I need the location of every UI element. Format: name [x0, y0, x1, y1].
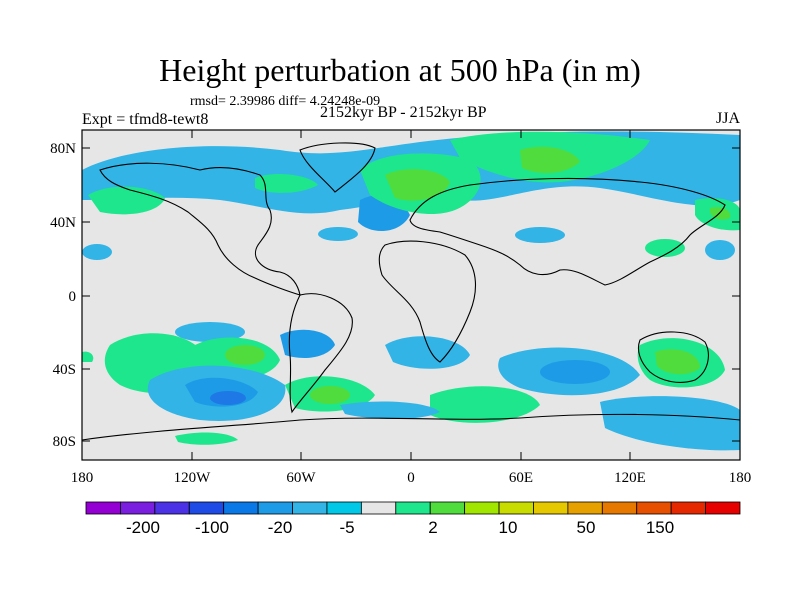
chart-title: Height perturbation at 500 hPa (in m): [159, 52, 641, 88]
anomaly-region: [175, 432, 238, 445]
lon-tick-label: 60E: [509, 470, 533, 486]
anomaly-region: [175, 322, 245, 342]
anomaly-region: [600, 396, 740, 451]
lon-tick-label: 180: [71, 470, 94, 486]
colorbar-swatch: [85, 501, 121, 515]
colorbar-label: 50: [577, 518, 596, 537]
lat-tick-label: 80N: [50, 141, 76, 157]
lat-tick-label: 40S: [53, 362, 76, 378]
coastline-greenland: [299, 142, 376, 193]
colorbar-swatch: [601, 501, 638, 515]
colorbar-swatch: [120, 501, 156, 515]
colorbar-label: 150: [646, 518, 674, 537]
lat-tick-label: 0: [69, 289, 77, 305]
anomaly-region: [82, 244, 112, 260]
lon-axis: 180 120W 60W 0 60E 120E 180: [71, 130, 752, 486]
anomaly-region: [318, 227, 358, 241]
colorbar-swatch: [360, 501, 397, 515]
anomaly-region: [520, 146, 580, 174]
colorbar-swatch: [705, 501, 741, 515]
anomaly-region: [225, 345, 265, 365]
anomaly-region: [655, 349, 700, 375]
anomaly-field: [82, 131, 740, 451]
coastline-australia: [637, 331, 709, 383]
anomaly-region: [515, 227, 565, 243]
colorbar-swatch: [292, 501, 328, 515]
anomaly-region: [340, 401, 440, 419]
colorbar-swatch: [670, 501, 706, 515]
colorbar-swatch: [636, 501, 672, 515]
coastline-africa: [378, 240, 476, 363]
anomaly-region: [430, 386, 540, 423]
colorbar-swatch: [395, 501, 431, 515]
colorbar-label: 10: [499, 518, 518, 537]
colorbar-label: -20: [268, 518, 293, 537]
colorbar-label: -200: [126, 518, 160, 537]
colorbar-swatch: [429, 501, 466, 515]
coastline-antarctica: [82, 413, 740, 441]
anomaly-region: [385, 169, 450, 201]
colorbar-swatch: [326, 501, 362, 515]
anomaly-region: [705, 240, 735, 260]
anomaly-region: [280, 329, 335, 358]
coastline-eurasia: [409, 177, 726, 286]
anomaly-region: [210, 391, 246, 405]
colorbar-swatch: [464, 501, 500, 515]
colorbar-swatch: [498, 501, 534, 515]
season-label: JJA: [716, 110, 741, 127]
colorbar-swatch: [188, 501, 225, 515]
lon-tick-label: 180: [729, 470, 752, 486]
anomaly-region: [645, 239, 685, 257]
coastline-south-america: [288, 293, 353, 414]
anomaly-region: [88, 186, 165, 215]
colorbar-swatch: [567, 501, 603, 515]
anomaly-region: [385, 336, 470, 369]
colorbar-label: 2: [428, 518, 437, 537]
period-label: 2152kyr BP - 2152kyr BP: [320, 104, 487, 121]
lon-tick-label: 120E: [614, 470, 646, 486]
colorbar-label: -5: [339, 518, 354, 537]
lat-tick-label: 80S: [53, 434, 76, 450]
colorbar-swatch: [533, 501, 569, 515]
lat-axis: 80N 40N 0 40S 80S: [50, 141, 740, 450]
colorbar: -200 -100 -20 -5 2 10 50 150: [85, 501, 741, 537]
anomaly-region: [255, 174, 318, 193]
coastlines: [82, 142, 740, 441]
lat-tick-label: 40N: [50, 215, 76, 231]
lon-tick-label: 60W: [286, 470, 316, 486]
experiment-label: Expt = tfmd8-tewt8: [82, 111, 209, 128]
anomaly-region: [310, 386, 350, 404]
lon-tick-label: 120W: [174, 470, 212, 486]
colorbar-swatch: [257, 501, 293, 515]
lon-tick-label: 0: [407, 470, 415, 486]
colorbar-swatch: [154, 501, 190, 515]
colorbar-swatch: [223, 501, 259, 515]
anomaly-region: [82, 351, 94, 362]
coastline-north-america: [99, 162, 301, 296]
stats-text: rmsd= 2.39986 diff= 4.24248e-09: [190, 94, 381, 109]
anomaly-region: [540, 360, 610, 384]
colorbar-label: -100: [195, 518, 229, 537]
